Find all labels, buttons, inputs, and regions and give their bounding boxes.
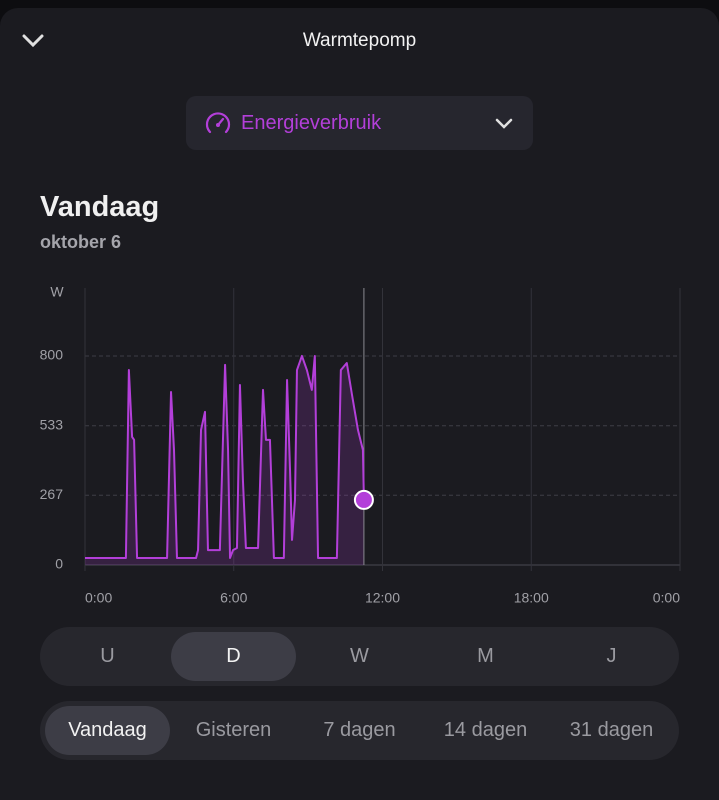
tab[interactable]: W (350, 645, 369, 667)
x-tick-label: 6:00 (220, 590, 247, 606)
tab[interactable]: 31 dagen (569, 719, 654, 741)
tab[interactable]: 14 dagen (443, 719, 528, 741)
tab[interactable]: J (606, 645, 617, 667)
x-tick-label: 0:00 (85, 590, 112, 606)
y-unit: W (50, 284, 64, 300)
y-tick-label: 800 (40, 347, 64, 363)
x-tick-label: 12:00 (365, 590, 400, 606)
period-date: oktober 6 (40, 232, 122, 252)
period-title: Vandaag (40, 191, 160, 223)
collapse-button[interactable] (22, 34, 44, 48)
tab[interactable]: Gisteren (195, 719, 272, 741)
dropdown-label: Energieverbruik (241, 112, 382, 134)
range-tabs: Vandaag Gisteren 7 dagen 14 dagen 31 dagen (40, 701, 679, 760)
chart: W 0 267 533 800 0:00 6:00 12:00 18:00 0:00 (40, 284, 681, 606)
metric-dropdown[interactable]: Energieverbruik (186, 96, 533, 150)
y-tick-label: 533 (40, 416, 64, 432)
chevron (495, 118, 513, 129)
gauge-icon (205, 112, 231, 134)
tab[interactable]: 7 dagen (323, 719, 396, 741)
tab[interactable]: U (100, 645, 115, 667)
header-title: Warmtepomp (302, 30, 417, 51)
y-tick-label: 267 (40, 486, 64, 502)
data-line (85, 354, 365, 559)
tab[interactable]: Vandaag (45, 706, 170, 755)
current-point (353, 489, 374, 510)
tab[interactable]: M (477, 645, 494, 667)
x-tick-label: 18:00 (514, 590, 549, 606)
tab[interactable]: D (171, 632, 296, 681)
y-tick-label: 0 (55, 556, 63, 572)
x-tick-label: 0:00 (653, 590, 680, 606)
